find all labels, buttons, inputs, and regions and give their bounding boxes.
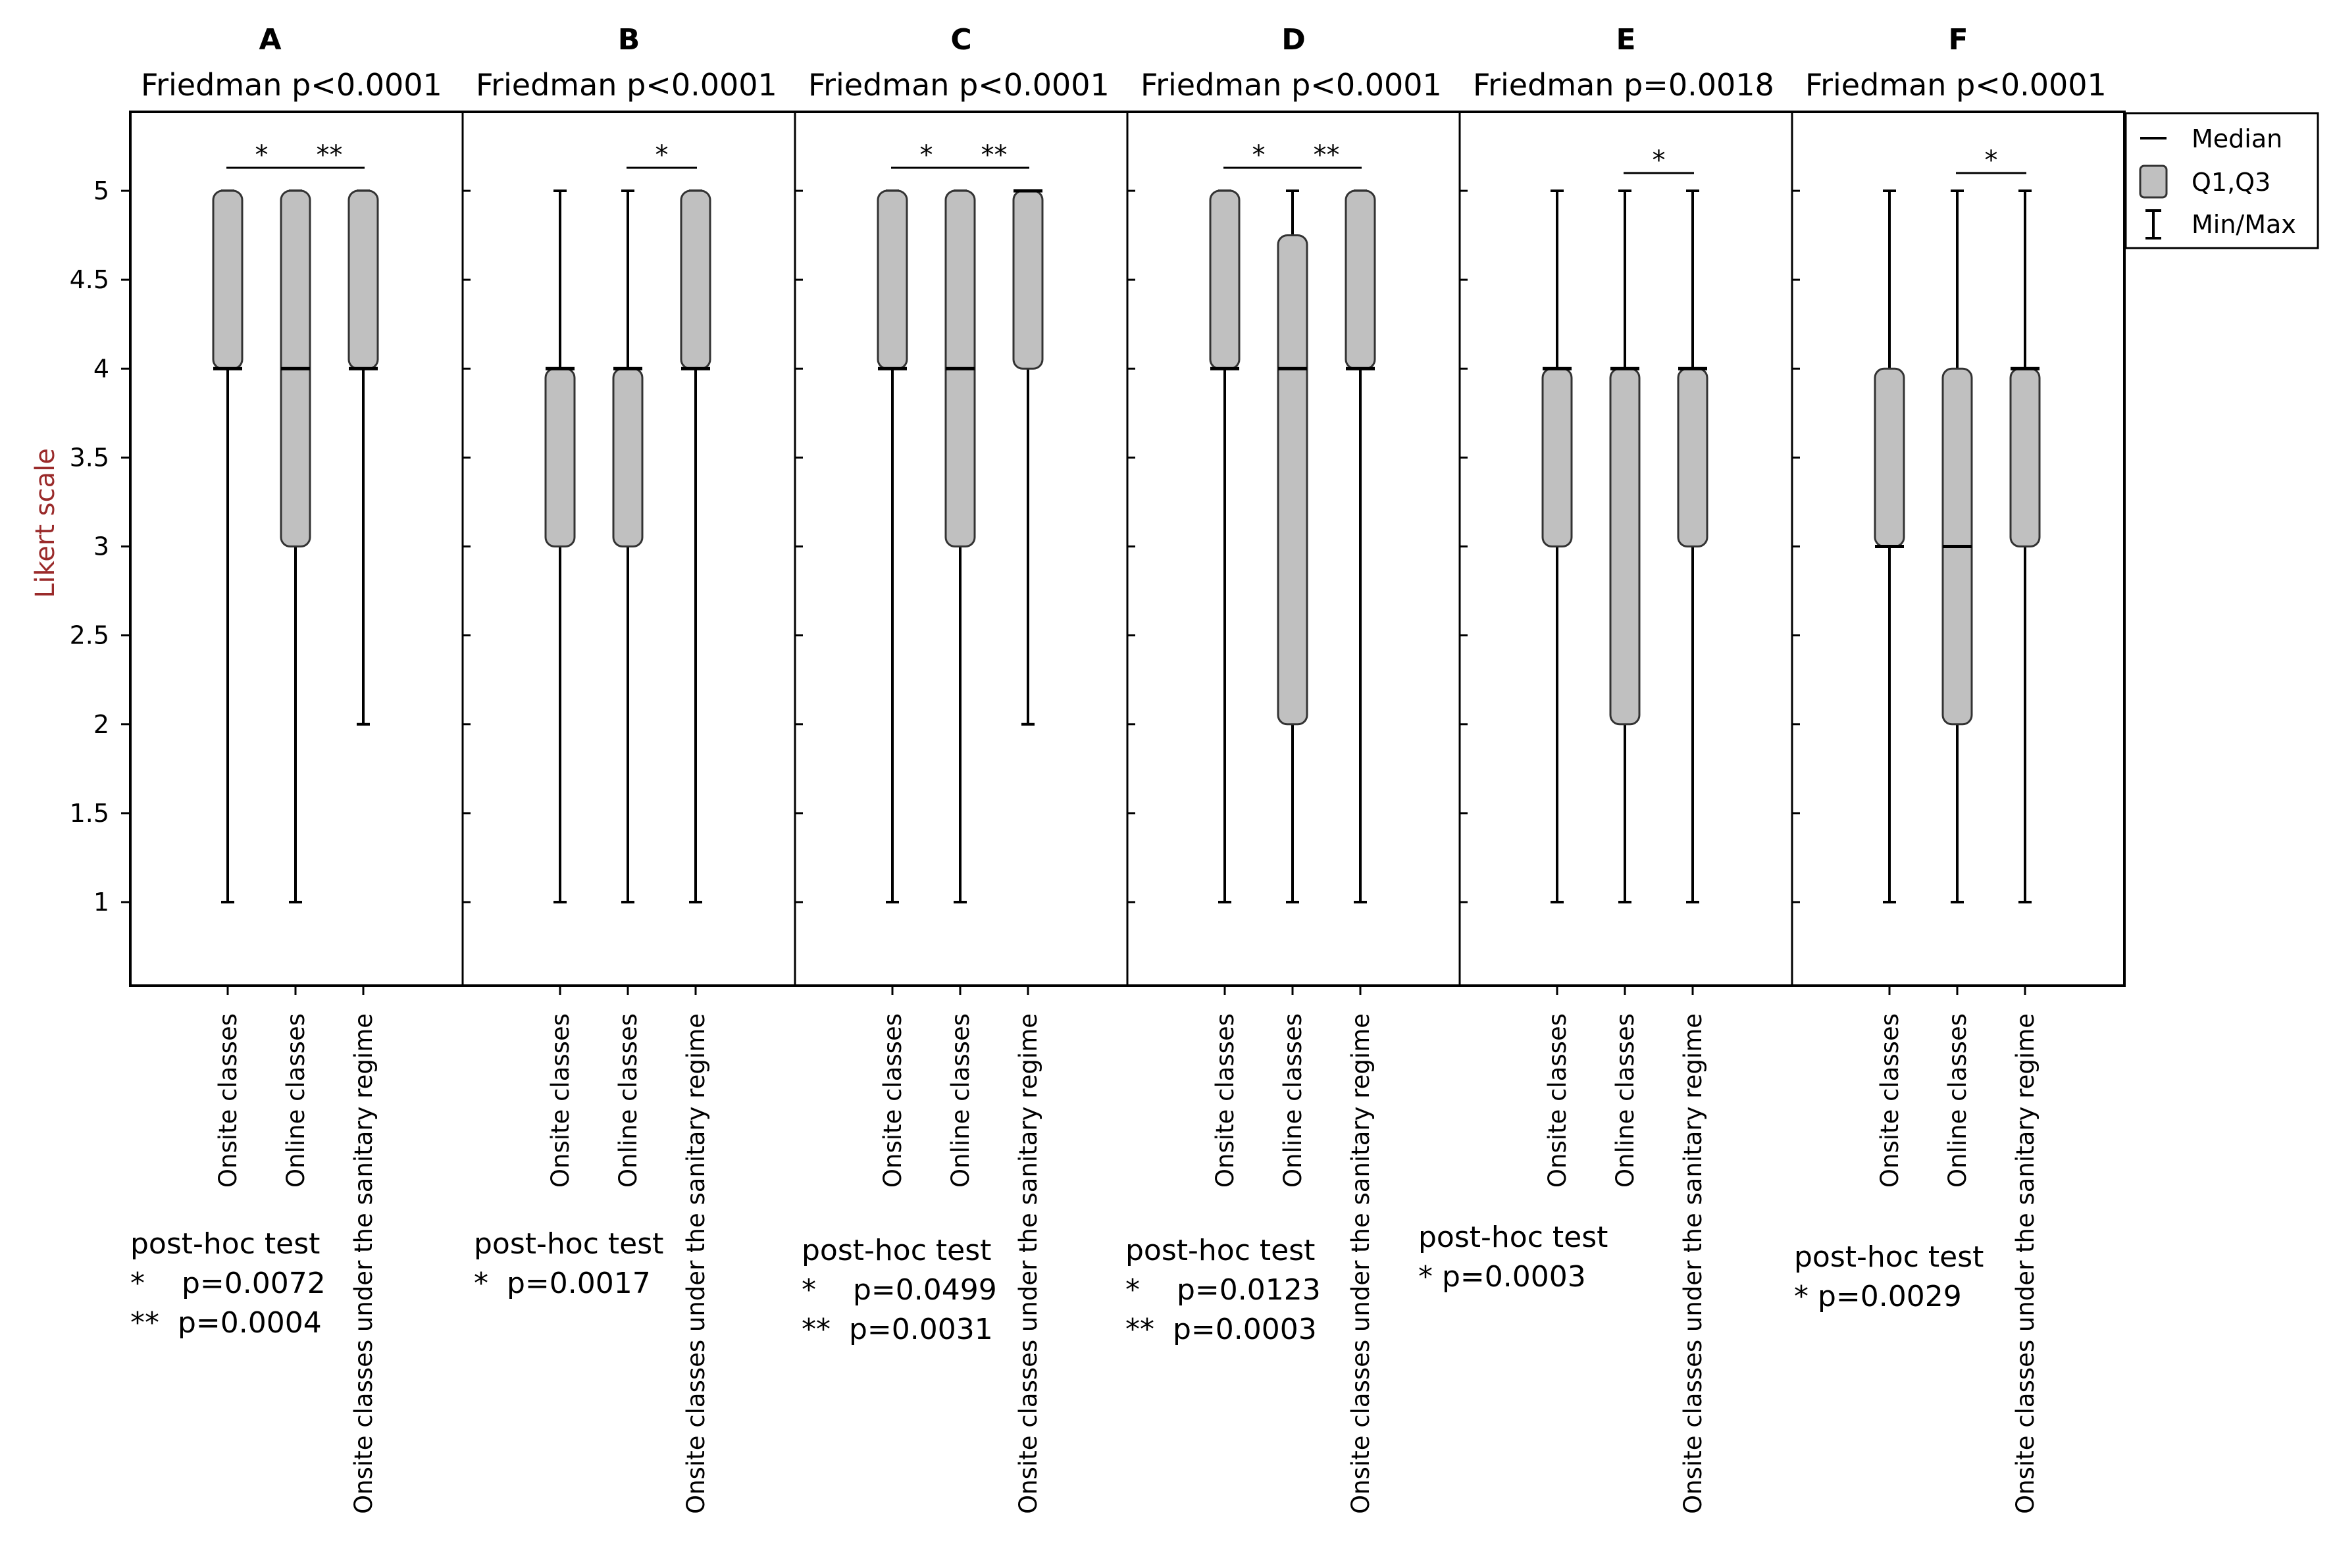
posthoc-result: * p=0.0123 [1125, 1273, 1321, 1307]
x-category-label: Onsite classes under the sanitary regime [1014, 1013, 1042, 1514]
x-category-label: Onsite classes under the sanitary regime [349, 1013, 378, 1514]
posthoc-result: ** p=0.0004 [130, 1306, 322, 1340]
x-category-label: Online classes [946, 1013, 975, 1188]
iqr-box [1277, 234, 1308, 726]
y-tick-label: 4 [93, 354, 109, 383]
friedman-label-f: Friedman p<0.0001 [1805, 67, 2107, 103]
y-tick-label: 3 [93, 532, 109, 561]
x-category-label: Onsite classes [546, 1013, 575, 1188]
panel-letter-d: D [1281, 23, 1306, 57]
posthoc-title: post-hoc test [1418, 1221, 1608, 1254]
x-category-label: Onsite classes [1543, 1013, 1572, 1188]
y-tick-label: 2.5 [70, 621, 109, 650]
y-tick-label: 4.5 [70, 265, 109, 294]
posthoc-result: * p=0.0003 [1418, 1260, 1586, 1294]
significance-label: * [1252, 140, 1266, 170]
x-category-label: Online classes [1279, 1013, 1307, 1188]
significance-label: * [255, 140, 269, 170]
iqr-box [212, 190, 244, 370]
x-category-label: Online classes [614, 1013, 642, 1188]
friedman-label-d: Friedman p<0.0001 [1141, 67, 1442, 103]
significance-label: ** [981, 140, 1008, 170]
iqr-box [877, 190, 908, 370]
x-category-label: Online classes [1943, 1013, 1972, 1188]
friedman-label-c: Friedman p<0.0001 [808, 67, 1110, 103]
posthoc-result: ** p=0.0031 [802, 1313, 993, 1346]
significance-label: ** [317, 140, 343, 170]
iqr-box [347, 190, 379, 370]
panel-letter-f: F [1948, 23, 1968, 57]
significance-label: * [1653, 145, 1666, 176]
x-category-label: Onsite classes [214, 1013, 242, 1188]
legend-q1q3-label: Q1,Q3 [2192, 168, 2271, 197]
legend-q1q3-swatch [2139, 164, 2168, 199]
x-category-label: Onsite classes under the sanitary regime [682, 1013, 710, 1514]
panel-letter-e: E [1616, 23, 1635, 57]
panel-letter-c: C [950, 23, 971, 57]
y-tick-label: 5 [93, 176, 109, 205]
legend-median-label: Median [2192, 124, 2282, 153]
y-tick-label: 2 [93, 710, 109, 739]
posthoc-title: post-hoc test [474, 1227, 663, 1261]
posthoc-result: * p=0.0017 [474, 1267, 651, 1300]
friedman-label-a: Friedman p<0.0001 [141, 67, 442, 103]
posthoc-title: post-hoc test [130, 1227, 320, 1261]
posthoc-result: * p=0.0072 [130, 1267, 326, 1300]
iqr-box [544, 367, 576, 547]
posthoc-title: post-hoc test [1125, 1234, 1315, 1267]
y-tick-label: 1 [93, 888, 109, 917]
iqr-box [612, 367, 644, 547]
panel-letter-a: A [259, 23, 281, 57]
friedman-label-b: Friedman p<0.0001 [476, 67, 777, 103]
iqr-box [680, 190, 711, 370]
iqr-box [1541, 367, 1573, 547]
x-category-label: Onsite classes under the sanitary regime [1347, 1013, 1375, 1514]
x-category-label: Onsite classes under the sanitary regime [1679, 1013, 1707, 1514]
posthoc-title: post-hoc test [802, 1234, 991, 1267]
posthoc-result: * p=0.0029 [1794, 1280, 1962, 1313]
iqr-box [1677, 367, 1708, 547]
iqr-box [1609, 367, 1641, 726]
iqr-box [1209, 190, 1241, 370]
significance-label: * [655, 140, 669, 170]
friedman-label-e: Friedman p=0.0018 [1473, 67, 1774, 103]
x-category-label: Online classes [282, 1013, 310, 1188]
panel-letter-b: B [618, 23, 640, 57]
x-category-label: Onsite classes [879, 1013, 907, 1188]
iqr-box [2009, 367, 2041, 547]
posthoc-result: ** p=0.0003 [1125, 1313, 1317, 1346]
iqr-box [1345, 190, 1376, 370]
significance-label: * [920, 140, 933, 170]
significance-label: ** [1314, 140, 1340, 170]
y-tick-label: 3.5 [70, 443, 109, 472]
x-category-label: Onsite classes [1876, 1013, 1904, 1188]
posthoc-result: * p=0.0499 [802, 1273, 997, 1307]
y-axis-label: Likert scale [30, 448, 61, 598]
x-category-label: Online classes [1611, 1013, 1639, 1188]
significance-label: * [1985, 145, 1998, 176]
posthoc-title: post-hoc test [1794, 1240, 1984, 1274]
y-tick-label: 1.5 [70, 799, 109, 828]
x-category-label: Onsite classes [1211, 1013, 1239, 1188]
iqr-box [1012, 190, 1044, 370]
legend-minmax-label: Min/Max [2192, 210, 2296, 239]
iqr-box [1874, 367, 1905, 547]
x-category-label: Onsite classes under the sanitary regime [2011, 1013, 2040, 1514]
